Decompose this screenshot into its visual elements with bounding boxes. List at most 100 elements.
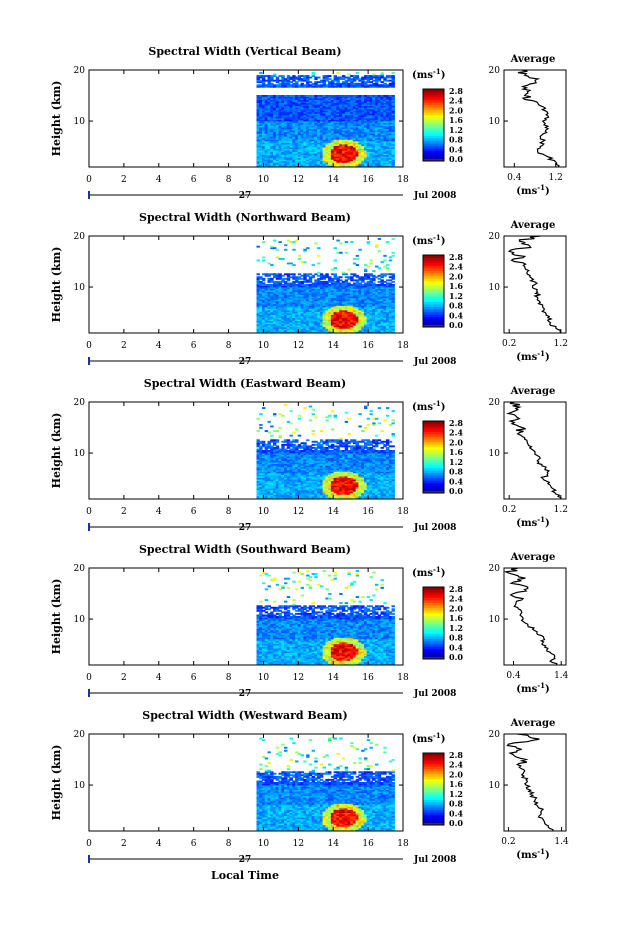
heatmap-cell [292, 156, 296, 159]
heatmap-cell [308, 156, 313, 159]
heatmap-cell [286, 116, 291, 119]
heatmap-cell [281, 131, 285, 134]
heatmap-cell [273, 75, 277, 77]
heatmap-cell [369, 259, 373, 262]
heatmap-cell [256, 139, 260, 142]
heatmap-cell [278, 99, 282, 102]
heatmap-cell [284, 105, 288, 108]
heatmap-cell [317, 85, 321, 88]
heatmap-cell [325, 95, 329, 97]
heatmap-cell [383, 254, 387, 257]
heatmap-cell [306, 111, 310, 114]
heatmap-cell [278, 165, 282, 168]
heatmap-cell [377, 238, 382, 240]
heatmap-cell [297, 122, 302, 125]
heatmap-cell [284, 150, 288, 153]
heatmap-cell [297, 153, 302, 156]
heatmap-cell [286, 111, 291, 114]
heatmap-cell [292, 148, 296, 151]
heatmap-cell [295, 98, 299, 100]
heatmap-cell [319, 107, 324, 110]
heatmap-cell [297, 76, 302, 79]
heatmap-cell [300, 131, 304, 134]
heatmap-cell [311, 99, 315, 102]
heatmap-cell [330, 153, 335, 156]
heatmap-cell [300, 153, 304, 156]
heatmap-cell [311, 85, 315, 88]
heatmap-cell [328, 148, 332, 151]
heatmap-cell [292, 134, 296, 137]
heatmap-cell [319, 128, 324, 131]
heatmap-cell [284, 102, 288, 105]
heatmap-cell [289, 162, 293, 165]
heatmap-cell [328, 82, 332, 85]
heatmap-cell [314, 141, 318, 143]
heatmap-cell [273, 150, 277, 153]
heatmap-cell [295, 165, 299, 168]
heatmap-cell [289, 78, 293, 81]
heatmap-cell [308, 159, 313, 162]
heatmap-cell [300, 118, 304, 120]
heatmap-cell [270, 113, 274, 116]
heatmap-cell [270, 151, 274, 154]
heatmap-cell [317, 84, 321, 87]
heatmap-cell [275, 125, 280, 128]
heatmap-cell [270, 114, 274, 117]
heatmap-cell [284, 162, 288, 165]
heatmap-cell [391, 273, 395, 276]
heatmap-cell [256, 154, 260, 157]
heatmap-cell [317, 145, 321, 148]
heatmap-cell [292, 145, 296, 148]
heatmap-cell [281, 107, 285, 110]
heatmap-cell [278, 153, 282, 156]
heatmap-cell [295, 121, 299, 123]
heatmap-cell [262, 84, 266, 87]
heatmap-cell [273, 159, 277, 162]
heatmap-cell [322, 157, 326, 160]
heatmap-cell [311, 118, 315, 120]
heatmap-cell [289, 153, 293, 156]
heatmap-cell [295, 151, 299, 154]
heatmap-cell [262, 154, 266, 157]
heatmap-cell [308, 145, 313, 148]
heatmap-cell [273, 165, 277, 168]
heatmap-cell [267, 431, 271, 434]
heatmap-cell [289, 110, 293, 113]
heatmap-cell [314, 162, 318, 165]
heatmap-cell [383, 259, 387, 262]
heatmap-cell [278, 102, 282, 105]
heatmap-cell [317, 105, 321, 108]
colorbar-tick-label: 2.8 [449, 252, 463, 262]
heatmap-cell [317, 150, 321, 153]
heatmap-cell [267, 156, 271, 159]
heatmap-cell [306, 247, 310, 250]
heatmap-cell [306, 142, 310, 145]
heatmap-cell [262, 156, 266, 159]
heatmap-cell [322, 105, 326, 108]
heatmap-cell [256, 142, 260, 145]
heatmap-cell [300, 142, 304, 145]
avg-y-tick-label: 10 [489, 117, 501, 127]
heatmap-cell [278, 131, 282, 134]
heatmap-cell [325, 127, 329, 130]
heatmap-cell [322, 81, 326, 84]
heatmap-cell [262, 151, 266, 154]
heatmap-cell [289, 116, 293, 119]
heatmap-cell [270, 78, 274, 81]
heatmap-cell [308, 122, 313, 125]
heatmap-cell [325, 75, 329, 77]
heatmap-cell [300, 151, 304, 154]
heatmap-cell [289, 119, 293, 122]
heatmap-cell [281, 85, 285, 88]
heatmap-cell [262, 81, 266, 84]
heatmap-cell [256, 113, 260, 116]
heatmap-cell [317, 136, 321, 139]
heatmap-cell [278, 156, 282, 159]
heatmap-cell [273, 108, 277, 111]
heatmap-cell [286, 139, 291, 142]
heatmap-cell [328, 124, 332, 126]
heatmap-cell [292, 136, 296, 139]
heatmap-cell [317, 144, 321, 146]
heatmap-cell [322, 154, 326, 157]
heatmap-cell [286, 119, 291, 122]
